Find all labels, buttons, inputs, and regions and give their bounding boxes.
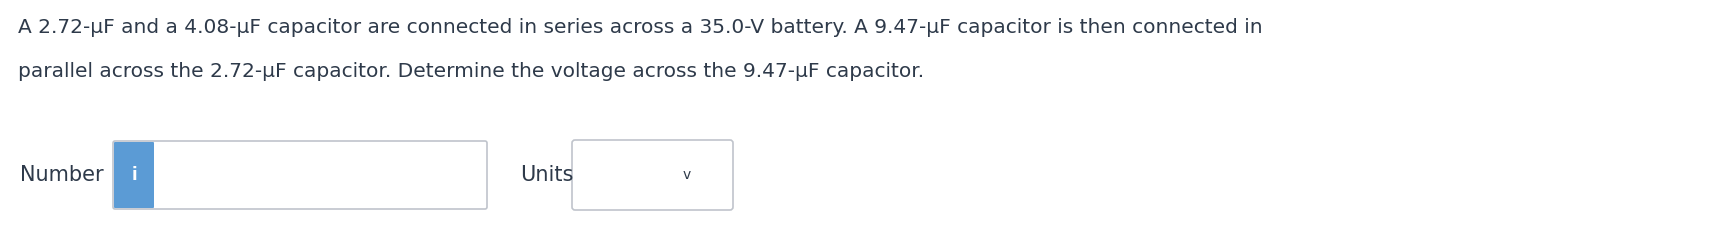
FancyBboxPatch shape: [114, 141, 486, 209]
Text: A 2.72-μF and a 4.08-μF capacitor are connected in series across a 35.0-V batter: A 2.72-μF and a 4.08-μF capacitor are co…: [17, 18, 1261, 37]
Text: Number: Number: [21, 165, 103, 185]
Text: v: v: [682, 168, 691, 182]
Text: Units: Units: [520, 165, 574, 185]
Text: i: i: [131, 166, 136, 184]
FancyBboxPatch shape: [114, 142, 153, 208]
FancyBboxPatch shape: [572, 140, 732, 210]
Text: parallel across the 2.72-μF capacitor. Determine the voltage across the 9.47-μF : parallel across the 2.72-μF capacitor. D…: [17, 62, 924, 81]
